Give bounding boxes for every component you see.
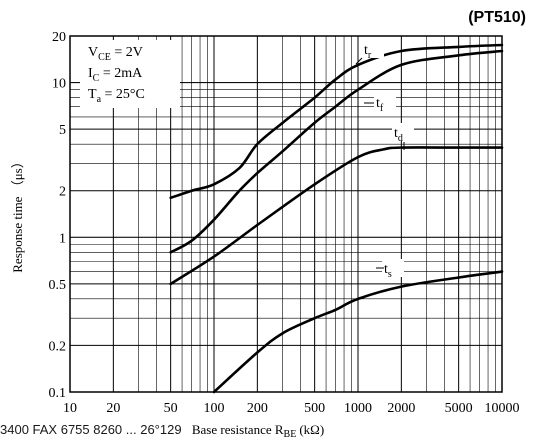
x-tick-label: 10000 [485, 401, 520, 416]
x-tick-label: 2000 [387, 401, 415, 416]
series-label-bg [382, 259, 404, 277]
y-tick-label: 10 [52, 77, 66, 92]
series-label-tf: tf [376, 96, 384, 114]
chart-title: (PT510) [468, 9, 526, 26]
y-tick-labels: 0.1 0.2 0.5 1 2 5 10 20 [49, 30, 67, 401]
x-axis-label-main: Base resistance R [192, 422, 284, 437]
y-tick-label: 0.5 [49, 278, 67, 293]
series-label-ts: ts [384, 262, 392, 280]
y-tick-label: 1 [59, 231, 66, 246]
x-tick-label: 5000 [445, 401, 473, 416]
series-label-bg [392, 123, 414, 141]
curves [169, 43, 504, 394]
series-line-tf [169, 49, 504, 254]
series-label-leader [355, 57, 363, 65]
series-line-tr [169, 43, 504, 200]
series-label-tr: tr [364, 43, 372, 61]
x-tick-labels: 10 20 50 100 200 500 1000 2000 5000 10000 [63, 401, 520, 416]
x-axis-label-unit: (kΩ) [299, 422, 324, 437]
x-tick-label: 20 [106, 401, 120, 416]
x-tick-label: 1000 [344, 401, 372, 416]
series-label-td: td [394, 126, 403, 144]
conditions-box [80, 40, 180, 108]
test-conditions: VCE = 2V IC = 2mA Ta = 25°C [88, 45, 145, 105]
y-tick-label: 20 [52, 30, 66, 45]
series-label-bg [374, 93, 396, 111]
x-tick-label: 50 [164, 401, 178, 416]
series-line-td [169, 146, 504, 286]
x-tick-label: 100 [204, 401, 225, 416]
y-tick-label: 0.1 [49, 386, 67, 401]
y-tick-label: 5 [59, 123, 66, 138]
grid-lines [70, 36, 502, 392]
x-axis-label-sub: BE [284, 429, 297, 438]
plot-frame [69, 35, 503, 393]
y-tick-label: 0.2 [49, 339, 67, 354]
series-label-bg [362, 40, 384, 58]
x-tick-label: 500 [304, 401, 325, 416]
y-tick-label: 2 [59, 185, 66, 200]
x-tick-label: 200 [247, 401, 268, 416]
condition-line: IC = 2mA [88, 66, 143, 84]
x-axis-label: Base resistance RBE (kΩ) [192, 422, 324, 438]
condition-line: Ta = 25°C [88, 87, 145, 105]
x-tick-label: 10 [63, 401, 77, 416]
condition-line: VCE = 2V [88, 45, 143, 63]
y-axis-label: Response time （μs） [10, 155, 25, 272]
footer-text: 3400 FAX 6755 8260 ... 26°129 [0, 422, 182, 437]
series-line-ts [212, 270, 504, 394]
